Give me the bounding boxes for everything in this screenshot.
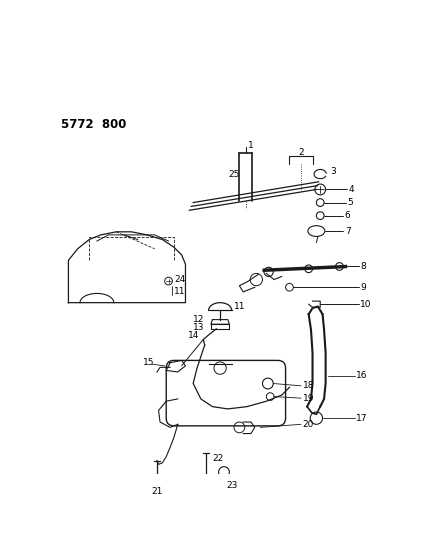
Text: 10: 10 [360,300,372,309]
Text: 17: 17 [357,414,368,423]
Text: 2: 2 [299,148,304,157]
Text: 18: 18 [303,381,314,390]
Text: 6: 6 [345,211,351,220]
Text: 16: 16 [357,372,368,381]
Text: 5: 5 [347,198,353,207]
Text: 13: 13 [193,323,205,332]
FancyBboxPatch shape [166,360,285,426]
Text: 23: 23 [226,481,238,490]
Text: 4: 4 [349,185,354,194]
Text: 12: 12 [193,315,205,324]
Text: 24: 24 [174,275,185,284]
Text: 11: 11 [234,302,246,311]
Text: 20: 20 [303,420,314,429]
Text: 15: 15 [143,358,155,367]
Text: 19: 19 [303,394,314,402]
Text: 8: 8 [360,262,366,271]
Circle shape [315,184,326,195]
Text: 14: 14 [188,330,199,340]
Text: 7: 7 [345,227,351,236]
Circle shape [305,265,312,273]
Text: 3: 3 [330,167,336,176]
Text: 9: 9 [360,283,366,292]
Text: 25: 25 [229,169,240,179]
Circle shape [336,263,343,270]
Text: 11: 11 [174,287,185,296]
Text: 21: 21 [151,487,163,496]
Text: 1: 1 [248,141,253,150]
Text: 22: 22 [212,454,224,463]
Text: 5772  800: 5772 800 [61,117,126,131]
Circle shape [264,267,273,277]
